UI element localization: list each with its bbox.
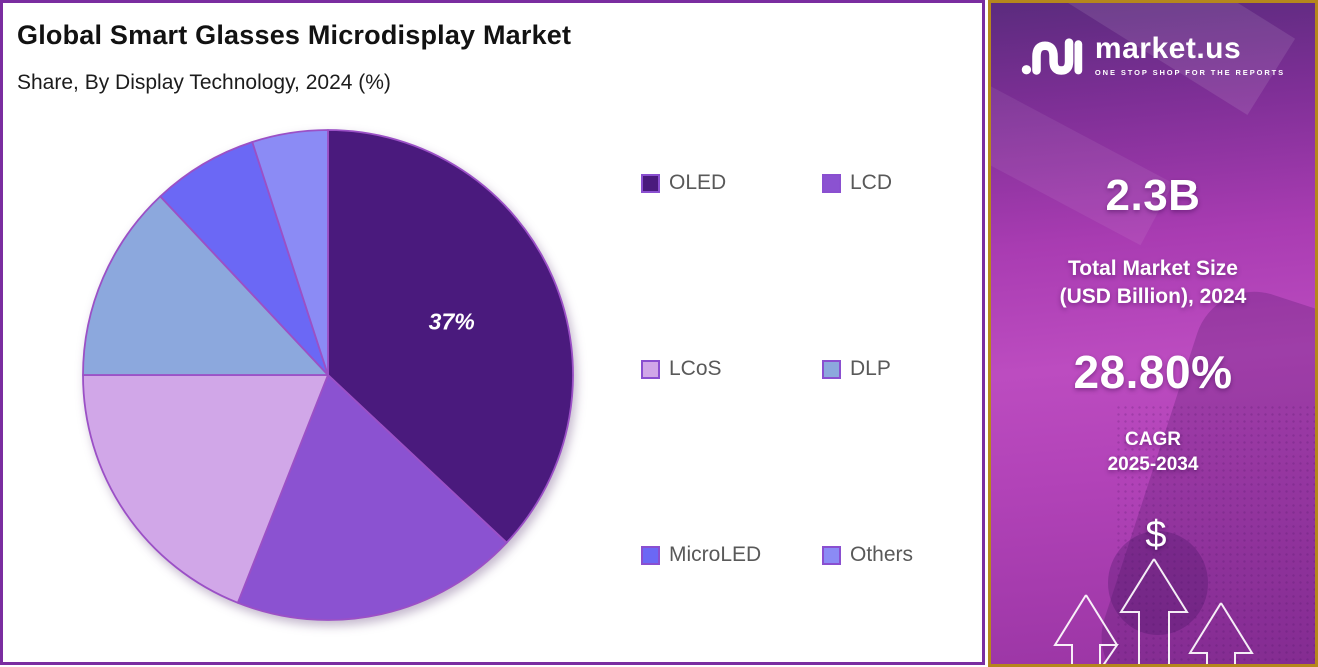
market-size-label-line2: (USD Billion), 2024 — [1059, 284, 1247, 308]
legend-item-oled: OLED — [641, 170, 822, 196]
legend-label: Others — [850, 543, 914, 566]
market-size-value: 2.3B — [1105, 171, 1201, 220]
pie-chart: 37% — [68, 115, 588, 635]
chart-title: Global Smart Glasses Microdisplay Market — [17, 20, 572, 50]
cagr-label-line1: CAGR — [1125, 429, 1181, 450]
pie-slice-dlp — [82, 195, 329, 376]
brand-logo: market.us ONE STOP SHOP FOR THE REPORTS — [991, 29, 1315, 81]
legend-item-lcd: LCD — [822, 170, 986, 196]
pie-slice-lcos — [82, 374, 329, 604]
chart-subtitle: Share, By Display Technology, 2024 (%) — [17, 71, 391, 94]
pie-slice-others — [251, 129, 329, 376]
brand-tagline: ONE STOP SHOP FOR THE REPORTS — [1094, 67, 1286, 77]
pie-slice-lcd — [236, 374, 508, 621]
legend-label: DLP — [850, 357, 891, 380]
legend-swatch — [822, 173, 841, 193]
pie-slice-oled — [327, 129, 574, 544]
dollar-symbol: $ — [1145, 514, 1167, 556]
cagr-label-line2: 2025-2034 — [1107, 454, 1199, 476]
legend-swatch — [641, 545, 660, 565]
legend-item-lcos: LCoS — [641, 356, 822, 382]
legend-label: MicroLED — [669, 543, 762, 566]
pie-slice-microled — [159, 141, 329, 376]
legend-swatch — [822, 545, 841, 565]
legend-swatch — [641, 173, 660, 193]
pie-chart-svg: 37% — [82, 129, 574, 621]
chart-legend: OLED LCD LCoS DLP MicroLED Others — [641, 170, 986, 568]
legend-swatch — [641, 359, 660, 379]
legend-label: OLED — [669, 171, 727, 194]
cagr-value: 28.80% — [1073, 346, 1233, 398]
legend-item-others: Others — [822, 542, 986, 568]
legend-label: LCoS — [669, 357, 722, 380]
market-size-label-line1: Total Market Size — [1068, 257, 1238, 280]
cagr-label: CAGR 2025-2034 — [991, 427, 1315, 478]
market-size-label: Total Market Size (USD Billion), 2024 — [991, 255, 1315, 311]
legend-item-microled: MicroLED — [641, 542, 822, 568]
marketus-logo-icon — [1021, 38, 1083, 75]
legend-item-dlp: DLP — [822, 356, 986, 382]
pie-slice-value-label: 37% — [429, 309, 475, 335]
promo-sidebar: market.us ONE STOP SHOP FOR THE REPORTS … — [988, 0, 1318, 667]
legend-label: LCD — [850, 171, 893, 194]
brand-name: market.us — [1094, 31, 1242, 65]
legend-swatch — [822, 359, 841, 379]
chart-panel: Global Smart Glasses Microdisplay Market… — [0, 0, 985, 665]
